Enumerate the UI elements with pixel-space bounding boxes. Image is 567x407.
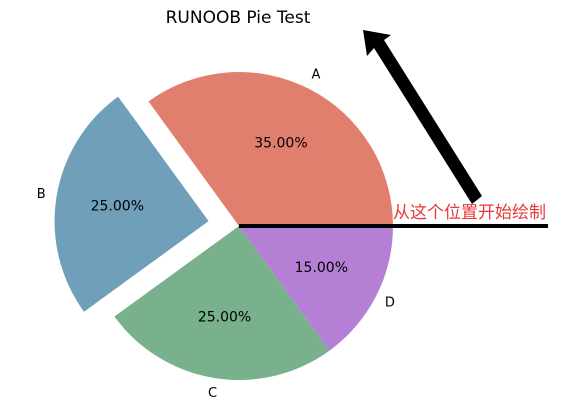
- pie-slice-a: [148, 72, 393, 227]
- percent-label-c: 25.00%: [198, 309, 251, 325]
- percent-label-a: 35.00%: [254, 136, 307, 152]
- category-label-c: C: [208, 386, 217, 401]
- pie-slices: [54, 72, 393, 380]
- annotation: 从这个位置开始绘制: [239, 30, 548, 228]
- category-label-a: A: [311, 68, 320, 83]
- chart-title: RUNOOB Pie Test: [166, 8, 311, 28]
- category-label-d: D: [385, 295, 395, 310]
- percent-label-d: 15.00%: [295, 260, 348, 276]
- category-label-b: B: [37, 187, 46, 202]
- annotation-text: 从这个位置开始绘制: [393, 203, 546, 223]
- percent-label-b: 25.00%: [91, 199, 144, 215]
- pie-slice-d: [239, 226, 393, 351]
- annotation-arrow: [363, 30, 482, 204]
- pie-slice-b: [54, 96, 209, 312]
- pie-labels: 35.00% A 25.00% B 25.00% C 15.00% D: [37, 68, 395, 401]
- pie-slice-c: [114, 226, 330, 380]
